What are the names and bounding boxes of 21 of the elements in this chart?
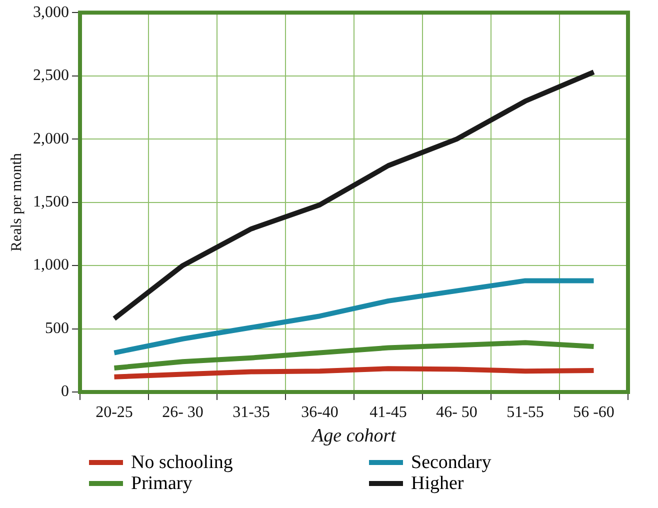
y-tick-label: 1,500 — [33, 194, 69, 211]
y-tick-label: 0 — [61, 383, 69, 400]
y-tick-label: 2,500 — [33, 67, 69, 84]
x-tick-label: 56 -60 — [573, 404, 614, 421]
y-tick-label: 3,000 — [33, 4, 69, 21]
y-tick-label: 2,000 — [33, 130, 69, 148]
x-tick-label: 41-45 — [370, 404, 407, 421]
legend-label: Secondary — [411, 452, 492, 473]
legend-label: Primary — [131, 473, 192, 494]
y-tick-label: 500 — [45, 320, 69, 337]
x-tick-label: 46- 50 — [436, 404, 478, 421]
legend-label: No schooling — [131, 452, 233, 473]
x-tick-label: 20-25 — [96, 404, 133, 421]
x-tick-label: 31-35 — [232, 404, 270, 421]
x-tick-label: 26- 30 — [162, 404, 204, 421]
y-axis-title: Reals per month — [8, 152, 25, 252]
x-axis-title: Age cohort — [310, 426, 397, 447]
x-tick-label: 36-40 — [301, 404, 338, 421]
y-tick-label: 1,000 — [33, 256, 69, 274]
x-tick-label: 51-55 — [506, 404, 544, 421]
legend-label: Higher — [411, 473, 464, 494]
